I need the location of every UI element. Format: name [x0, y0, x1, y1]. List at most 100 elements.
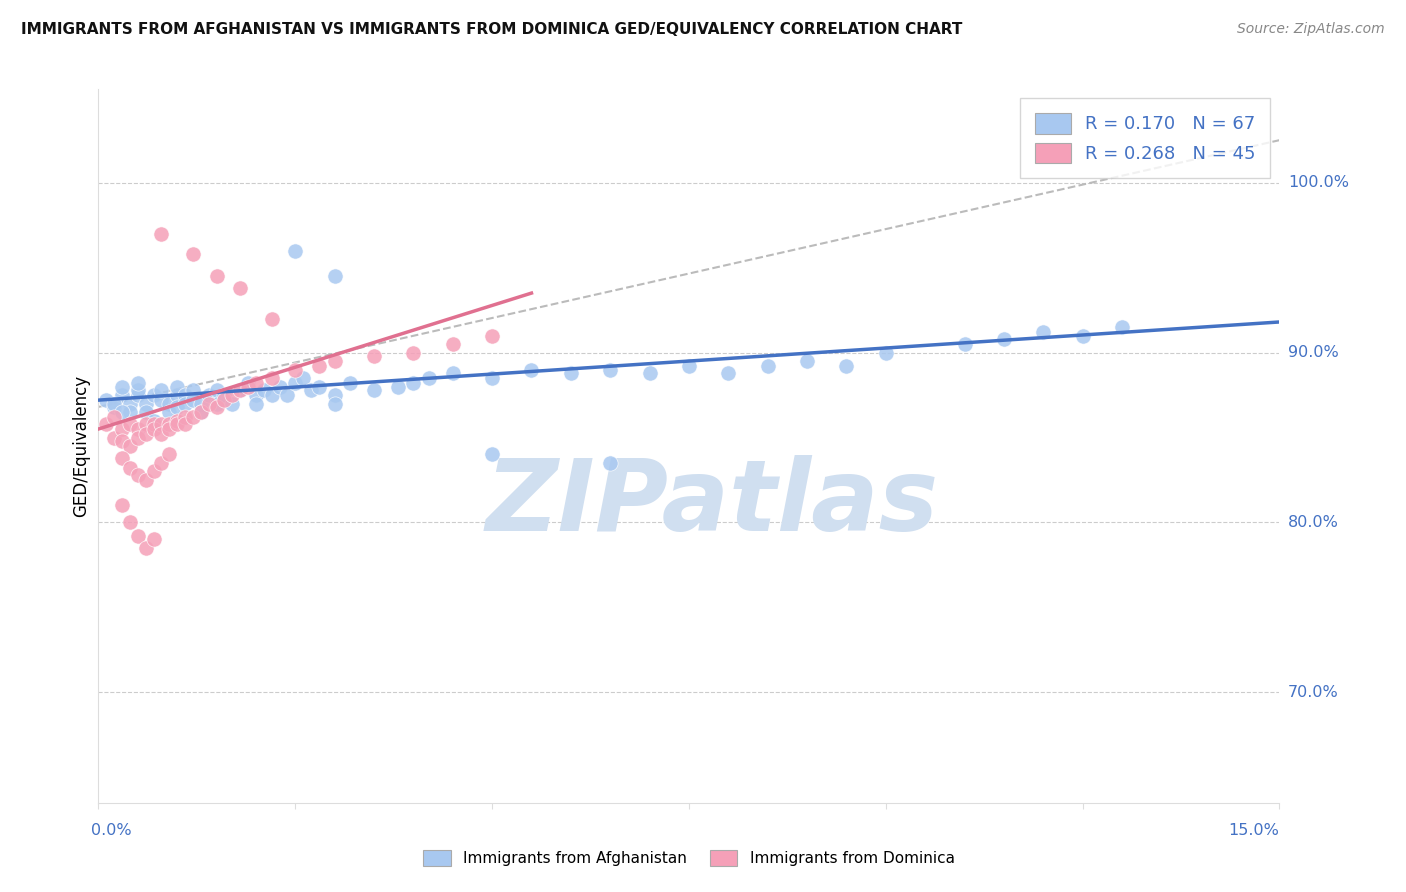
Point [103, 430, 125, 444]
Text: 0.0%: 0.0% [90, 823, 131, 838]
Point [157, 396, 180, 410]
Y-axis label: GED/Equivalency: GED/Equivalency [72, 375, 90, 517]
Point [323, 388, 346, 402]
Point [441, 337, 464, 351]
Point [142, 422, 165, 436]
Point [111, 434, 134, 448]
Point [756, 359, 779, 373]
Point [118, 417, 141, 431]
Point [103, 410, 125, 425]
Point [111, 450, 134, 465]
Point [118, 405, 141, 419]
Point [150, 427, 173, 442]
Point [103, 400, 125, 414]
Text: 100.0%: 100.0% [1288, 175, 1348, 190]
Point [174, 417, 197, 431]
Point [953, 337, 976, 351]
Point [190, 396, 212, 410]
Point [118, 516, 141, 530]
Point [157, 405, 180, 419]
Point [127, 376, 149, 391]
Point [111, 405, 134, 419]
Point [150, 383, 173, 397]
Point [796, 354, 818, 368]
Point [174, 410, 197, 425]
Point [127, 422, 149, 436]
Point [299, 383, 322, 397]
Point [205, 400, 228, 414]
Text: 90.0%: 90.0% [1288, 345, 1339, 360]
Point [402, 376, 425, 391]
Point [127, 529, 149, 543]
Point [150, 227, 173, 241]
Point [339, 376, 361, 391]
Point [111, 379, 134, 393]
Point [135, 396, 157, 410]
Point [236, 376, 259, 391]
Point [363, 349, 385, 363]
Point [875, 345, 897, 359]
Point [181, 393, 204, 408]
Point [221, 396, 243, 410]
Point [150, 417, 173, 431]
Text: IMMIGRANTS FROM AFGHANISTAN VS IMMIGRANTS FROM DOMINICA GED/EQUIVALENCY CORRELAT: IMMIGRANTS FROM AFGHANISTAN VS IMMIGRANT… [21, 22, 963, 37]
Point [157, 422, 180, 436]
Point [205, 269, 228, 284]
Point [96, 393, 118, 408]
Text: 70.0%: 70.0% [1288, 685, 1339, 700]
Point [157, 417, 180, 431]
Point [205, 396, 228, 410]
Point [387, 379, 409, 393]
Point [135, 417, 157, 431]
Point [599, 362, 621, 376]
Point [118, 461, 141, 475]
Point [157, 448, 180, 462]
Point [135, 427, 157, 442]
Point [118, 439, 141, 453]
Point [253, 383, 276, 397]
Point [127, 467, 149, 482]
Point [118, 396, 141, 410]
Point [481, 448, 503, 462]
Point [127, 430, 149, 444]
Point [308, 359, 330, 373]
Point [560, 366, 582, 380]
Point [127, 383, 149, 397]
Point [142, 417, 165, 431]
Point [96, 417, 118, 431]
Point [150, 393, 173, 408]
Point [323, 354, 346, 368]
Point [245, 388, 267, 402]
Point [214, 388, 236, 402]
Point [363, 383, 385, 397]
Point [111, 388, 134, 402]
Point [181, 383, 204, 397]
Point [190, 405, 212, 419]
Point [174, 388, 197, 402]
Point [236, 379, 259, 393]
Point [245, 396, 267, 410]
Point [127, 388, 149, 402]
Point [190, 405, 212, 419]
Point [174, 396, 197, 410]
Point [166, 400, 188, 414]
Point [481, 328, 503, 343]
Point [142, 533, 165, 547]
Point [1032, 325, 1054, 339]
Point [142, 413, 165, 427]
Point [103, 396, 125, 410]
Point [1111, 320, 1133, 334]
Point [599, 456, 621, 470]
Point [111, 422, 134, 436]
Text: Source: ZipAtlas.com: Source: ZipAtlas.com [1237, 22, 1385, 37]
Point [520, 362, 543, 376]
Point [166, 379, 188, 393]
Point [678, 359, 700, 373]
Point [166, 417, 188, 431]
Text: ZIPatlas: ZIPatlas [486, 455, 939, 551]
Point [166, 388, 188, 402]
Point [181, 410, 204, 425]
Point [292, 371, 315, 385]
Legend: Immigrants from Afghanistan, Immigrants from Dominica: Immigrants from Afghanistan, Immigrants … [416, 842, 962, 873]
Point [229, 383, 252, 397]
